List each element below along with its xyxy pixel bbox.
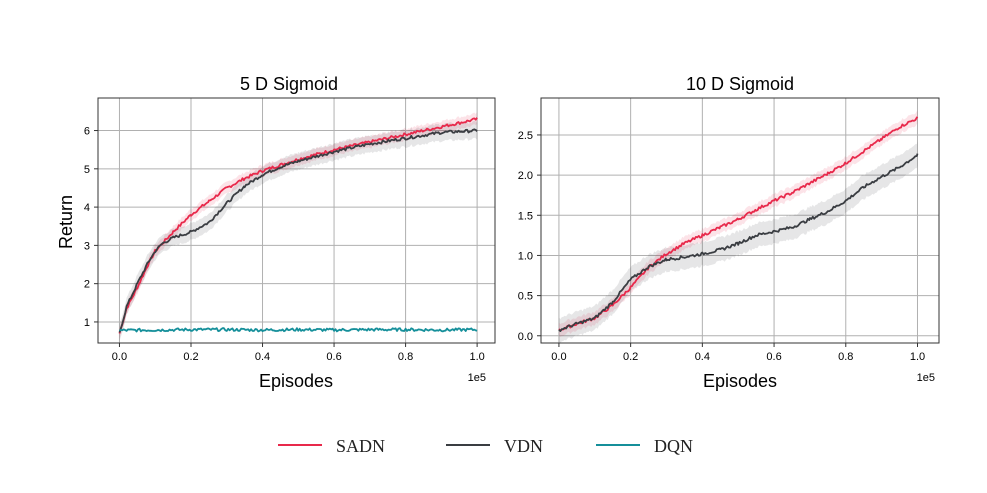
chart-title: 5 D Sigmoid — [240, 74, 338, 94]
x-tick-label: 0.0 — [112, 351, 127, 363]
x-axis-ticks: 0.0 0.2 0.4 0.6 0.8 1.0 — [551, 343, 925, 363]
y-tick-label: 0.0 — [518, 331, 533, 343]
x-tick-label: 0.2 — [623, 351, 638, 363]
x-tick-label: 0.2 — [183, 351, 198, 363]
y-tick-label: 4 — [84, 202, 90, 214]
legend-label-vdn: VDN — [504, 436, 543, 456]
x-axis-label: Episodes — [703, 371, 777, 391]
x-tick-label: 0.4 — [695, 351, 710, 363]
legend-item-vdn: VDN — [446, 436, 543, 456]
confidence-bands — [119, 112, 478, 341]
y-tick-label: 3 — [84, 240, 90, 252]
x-tick-label: 0.6 — [326, 351, 341, 363]
x-tick-label: 1.0 — [910, 351, 925, 363]
x-tick-label: 0.4 — [255, 351, 270, 363]
chart-title: 10 D Sigmoid — [686, 74, 794, 94]
series-line-sadn — [558, 116, 919, 332]
x-tick-label: 0.8 — [838, 351, 853, 363]
series-line-vdn — [118, 128, 478, 333]
y-tick-label: 6 — [84, 126, 90, 138]
subplot-10d-sigmoid: 10 D Sigmoid 0.0 0.2 0.4 0.6 0.8 1.0 0.0 0.5 1.… — [518, 74, 940, 391]
series-line-vdn — [558, 153, 919, 333]
y-axis-ticks: 0.0 0.5 1.0 1.5 2.0 2.5 — [518, 130, 541, 343]
subplot-5d-sigmoid: 5 D Sigmoid 0.0 0.2 0.4 0.6 0.8 1.0 1 2 3 4 5 6 Ep… — [56, 74, 496, 391]
y-tick-label: 2.5 — [518, 130, 533, 142]
y-tick-label: 5 — [84, 164, 90, 176]
grid — [541, 98, 939, 343]
y-tick-label: 1.5 — [518, 210, 533, 222]
y-tick-label: 1 — [84, 317, 90, 329]
x-tick-label: 1.0 — [469, 351, 484, 363]
y-axis-ticks: 1 2 3 4 5 6 — [84, 126, 98, 329]
series-line-dqn — [118, 327, 478, 333]
y-tick-label: 0.5 — [518, 291, 533, 303]
x-axis-offset-label: 1e5 — [917, 372, 935, 384]
series-lines — [118, 117, 478, 334]
x-tick-label: 0.6 — [766, 351, 781, 363]
confidence-bands — [558, 110, 918, 344]
legend-item-dqn: DQN — [596, 436, 693, 456]
x-tick-label: 0.0 — [551, 351, 566, 363]
x-axis-label: Episodes — [259, 371, 333, 391]
plot-frame — [97, 97, 496, 344]
y-tick-label: 2.0 — [518, 170, 533, 182]
band-sadn — [119, 112, 478, 340]
x-axis-offset-label: 1e5 — [468, 372, 486, 384]
x-axis-ticks: 0.0 0.2 0.4 0.6 0.8 1.0 — [112, 343, 485, 363]
y-tick-label: 1.0 — [518, 250, 533, 262]
legend-label-sadn: SADN — [336, 436, 385, 456]
legend-label-dqn: DQN — [654, 436, 693, 456]
legend-item-sadn: SADN — [278, 436, 385, 456]
x-tick-label: 0.8 — [398, 351, 413, 363]
y-axis-label: Return — [56, 195, 76, 249]
grid — [98, 98, 495, 343]
band-sadn — [558, 110, 918, 337]
series-lines — [558, 116, 919, 333]
legend: SADN VDN DQN — [278, 436, 693, 456]
plot-frame — [540, 97, 940, 344]
series-line-sadn — [118, 117, 478, 334]
y-tick-label: 2 — [84, 279, 90, 291]
